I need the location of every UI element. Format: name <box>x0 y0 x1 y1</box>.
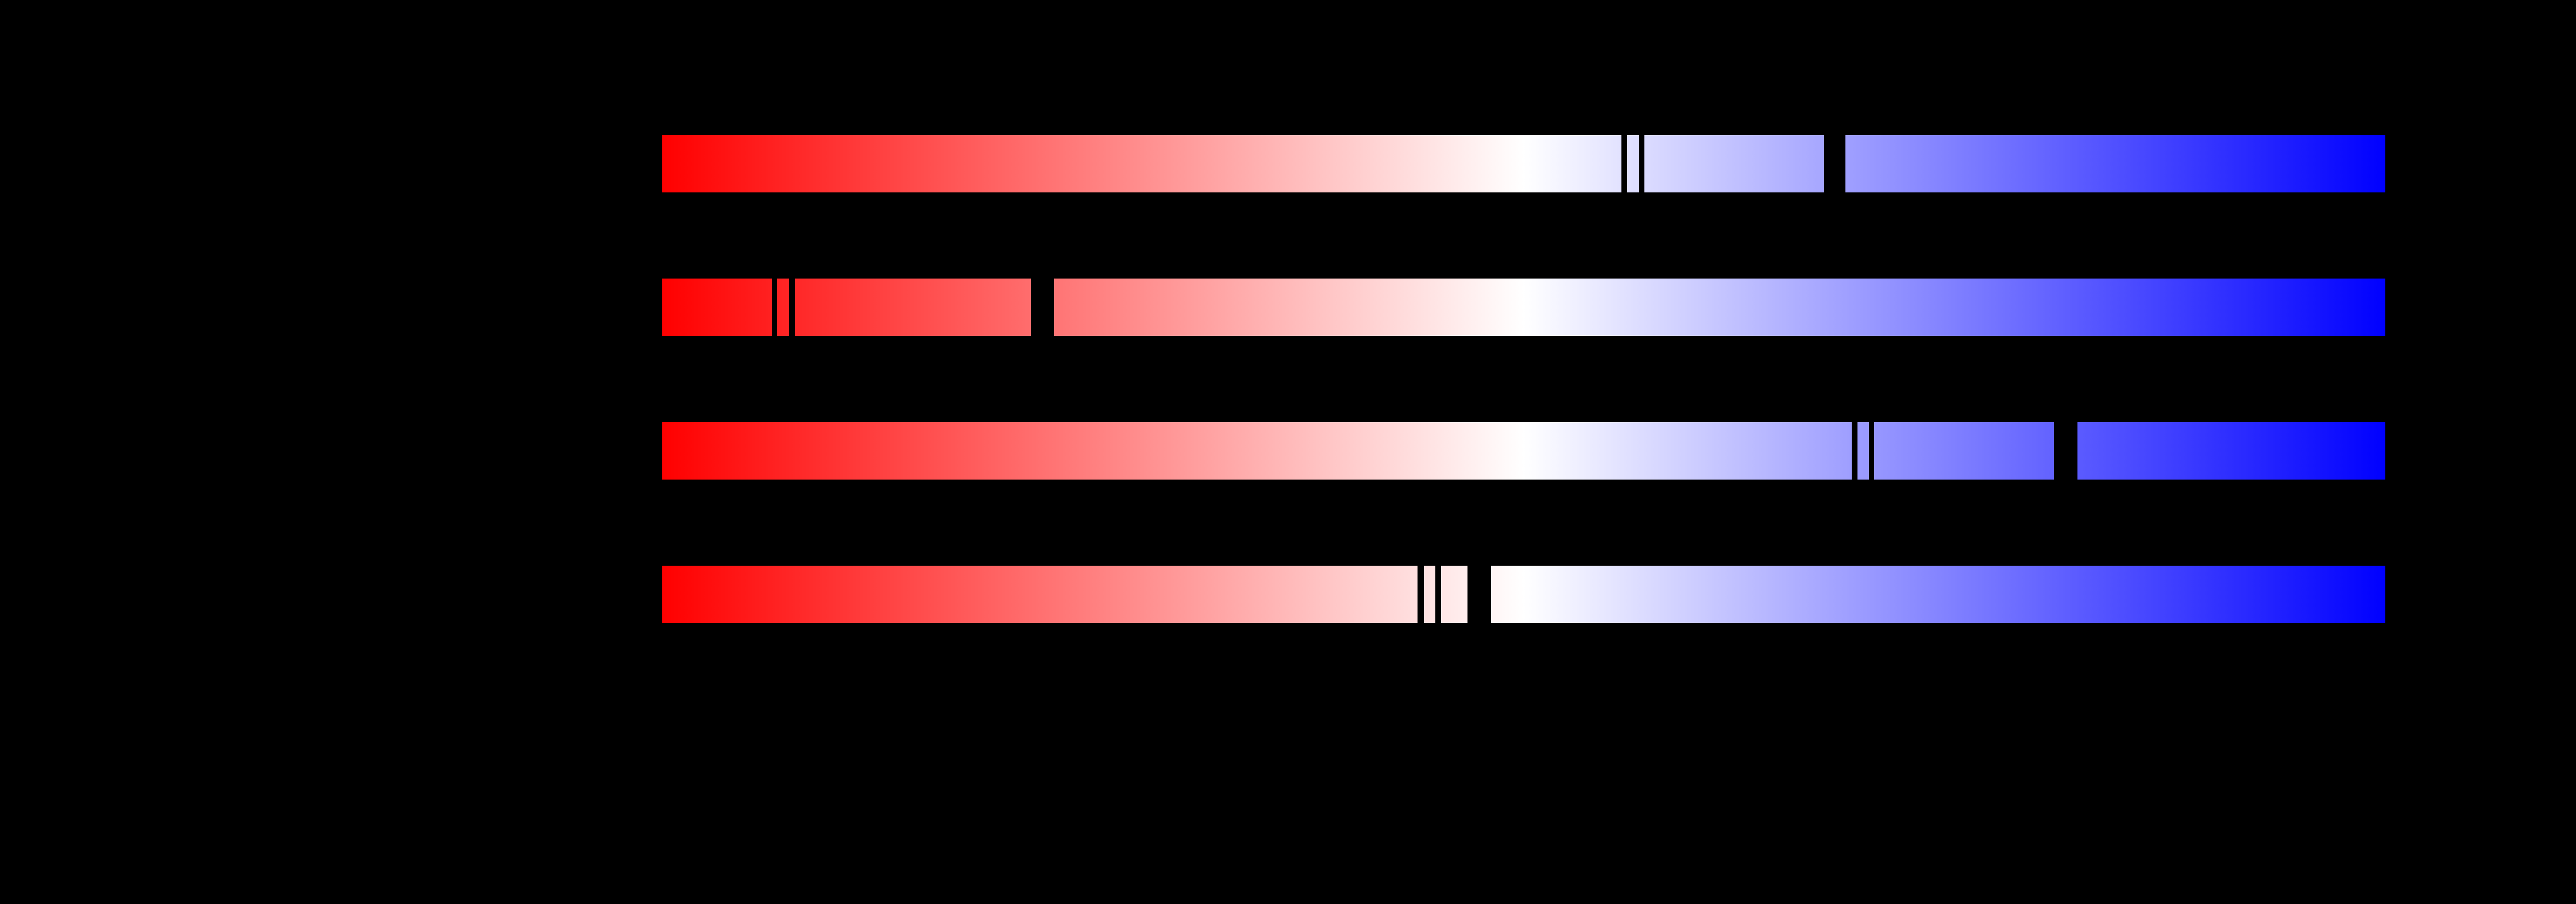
gradient-bar-row-3 <box>662 422 2385 480</box>
bar-gap <box>1418 565 1424 624</box>
bar-gap <box>1824 134 1845 193</box>
bar-gap <box>1869 422 1874 480</box>
bar-gap <box>1852 422 1857 480</box>
bar-gap <box>1621 134 1627 193</box>
gradient-bar-row-2 <box>662 278 2385 337</box>
bar-gap <box>2054 422 2077 480</box>
bar-gap <box>1031 278 1054 337</box>
bar-gap <box>772 278 777 337</box>
bar-gap <box>1435 565 1441 624</box>
gradient-bar-row-1 <box>662 134 2385 193</box>
bar-gap <box>1639 134 1644 193</box>
gradient-bar-row-4 <box>662 565 2385 624</box>
bar-gap <box>1467 565 1491 624</box>
bar-gap <box>789 278 795 337</box>
